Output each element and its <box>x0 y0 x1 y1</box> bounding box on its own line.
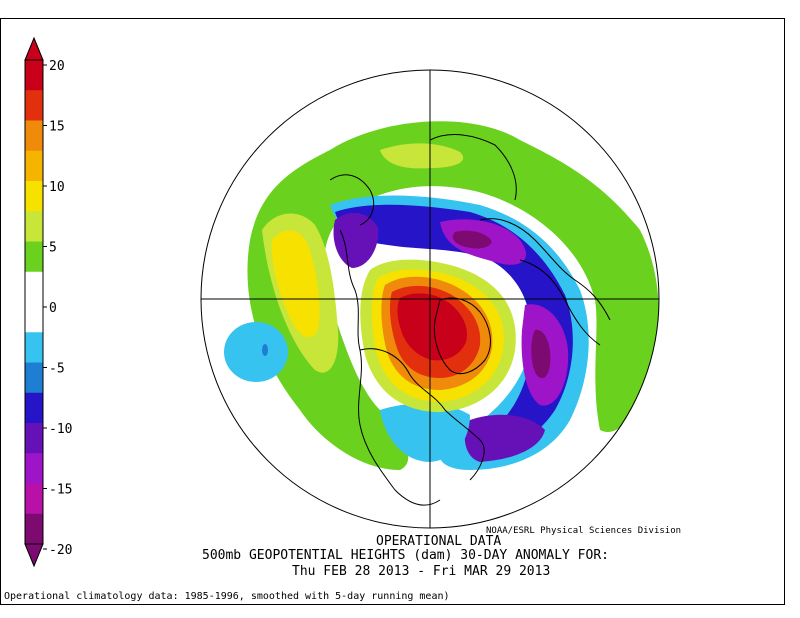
negative-anomaly-eastern-europe-core <box>531 329 551 379</box>
figure-border <box>0 18 785 605</box>
colorbar-tick-label: -10 <box>49 422 72 437</box>
colorbar: 20 15 10 5 0 -5 -10 -15 -20 <box>24 36 72 568</box>
colorbar-swatch <box>25 181 43 212</box>
map-disk-border <box>200 69 660 529</box>
title-line-3: Thu FEB 28 2013 - Fri MAR 29 2013 <box>292 564 551 579</box>
colorbar-swatch <box>25 302 43 333</box>
negative-anomaly-pacific-cell <box>224 322 288 382</box>
colorbar-swatch <box>25 423 43 454</box>
colorbar-swatch <box>25 362 43 394</box>
title-line-1: OPERATIONAL DATA <box>376 534 502 549</box>
colorbar-tick-label: -5 <box>49 362 65 377</box>
colorbar-top-arrow <box>24 36 44 61</box>
positive-anomaly-north-pacific <box>271 230 320 338</box>
colorbar-tick-label: 5 <box>49 241 57 256</box>
title-line-2: 500mb GEOPOTENTIAL HEIGHTS (dam) 30-DAY … <box>202 548 609 563</box>
colorbar-swatch <box>25 483 43 515</box>
colorbar-tick-label: 0 <box>49 301 57 316</box>
colorbar-tick-label: 10 <box>49 180 65 195</box>
colorbar-tick-label: -20 <box>49 543 72 558</box>
colorbar-swatch <box>25 60 43 91</box>
colorbar-outline <box>24 59 44 545</box>
footnote: Operational climatology data: 1985-1996,… <box>4 591 450 602</box>
colorbar-swatch <box>25 150 43 182</box>
colorbar-swatch <box>25 241 43 273</box>
colorbar-bottom-arrow <box>24 543 44 568</box>
negative-anomaly-atlantic-blue <box>335 204 573 453</box>
colorbar-swatch <box>25 271 43 303</box>
colorbar-swatch <box>25 453 43 484</box>
coastlines <box>329 134 611 506</box>
colorbar-swatch <box>25 90 43 121</box>
colorbar-swatch <box>25 513 43 545</box>
colorbar-swatch <box>25 332 43 363</box>
positive-anomaly-core <box>397 293 468 361</box>
colorbar-swatch <box>25 392 43 424</box>
polar-map <box>200 69 660 529</box>
credit-label: NOAA/ESRL Physical Sciences Division <box>486 526 682 536</box>
colorbar-tick-label: 15 <box>49 120 65 135</box>
colorbar-swatch <box>25 211 43 242</box>
colorbar-tick-label: -15 <box>49 483 72 498</box>
colorbar-swatch <box>25 120 43 152</box>
anomaly-field <box>224 121 659 506</box>
negative-anomaly-europe-core <box>452 230 492 249</box>
negative-anomaly-eastern-north-america <box>464 414 545 462</box>
colorbar-tick-label: 20 <box>49 59 65 74</box>
positive-anomaly-north-atlantic-yellow <box>380 143 464 169</box>
negative-anomaly-canada-west <box>333 213 379 268</box>
negative-anomaly-us-cyan <box>380 403 470 462</box>
negative-anomaly-pacific-core <box>262 344 268 356</box>
